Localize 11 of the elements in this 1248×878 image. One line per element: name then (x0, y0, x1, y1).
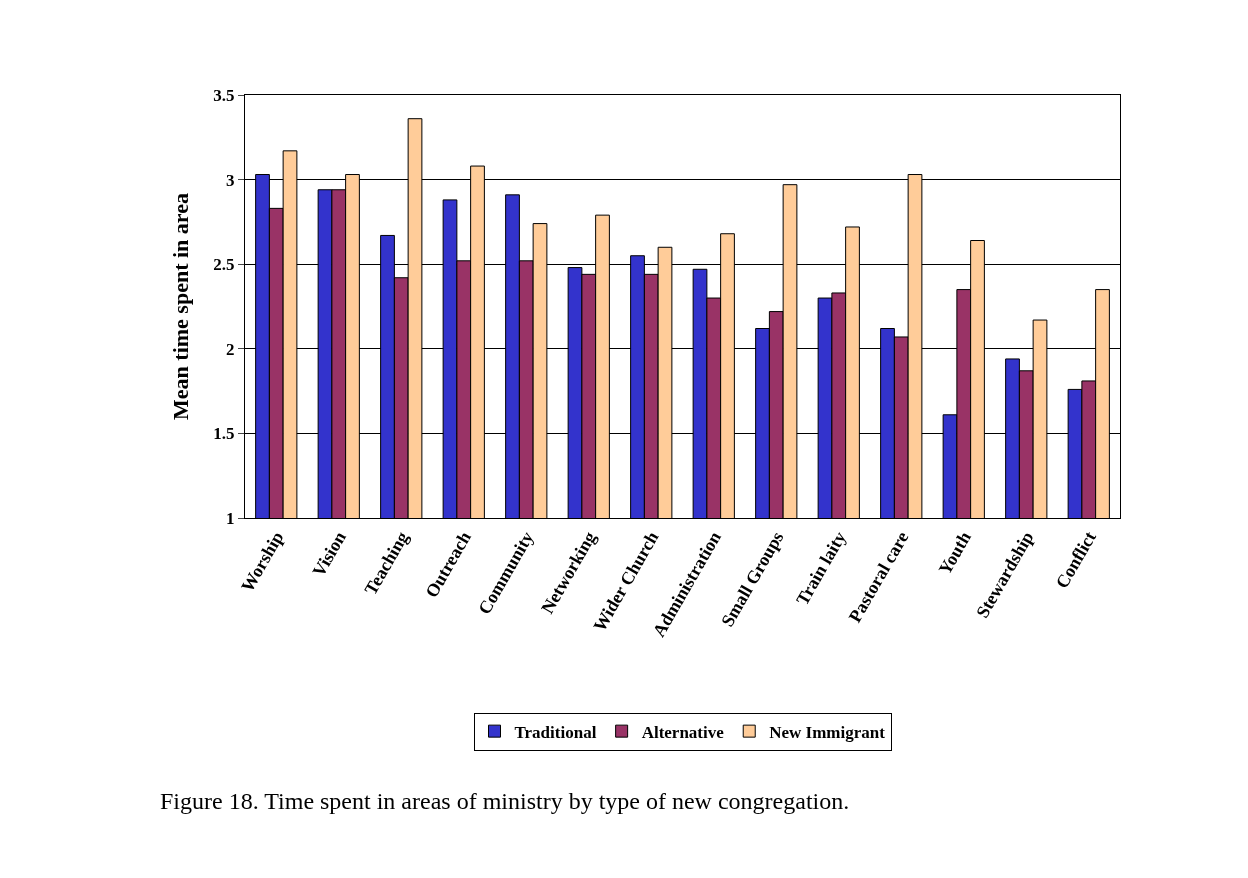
y-tick-label: 3 (226, 170, 235, 190)
legend-label: Alternative (641, 722, 725, 742)
y-tick-label: 1.5 (213, 424, 235, 444)
y-tick-label: 1 (226, 508, 235, 528)
y-tick-label: 2 (226, 339, 235, 359)
legend-label: New Immigrant (769, 722, 886, 742)
y-tick-label: 2.5 (213, 255, 235, 275)
legend-label: Traditional (514, 722, 597, 742)
y-tick-label: 3.5 (213, 85, 235, 105)
caption: Figure 18. Time spent in areas of ministry by type of new congregation. (160, 788, 850, 814)
y-axis-title: Mean time spent in area (168, 193, 194, 420)
